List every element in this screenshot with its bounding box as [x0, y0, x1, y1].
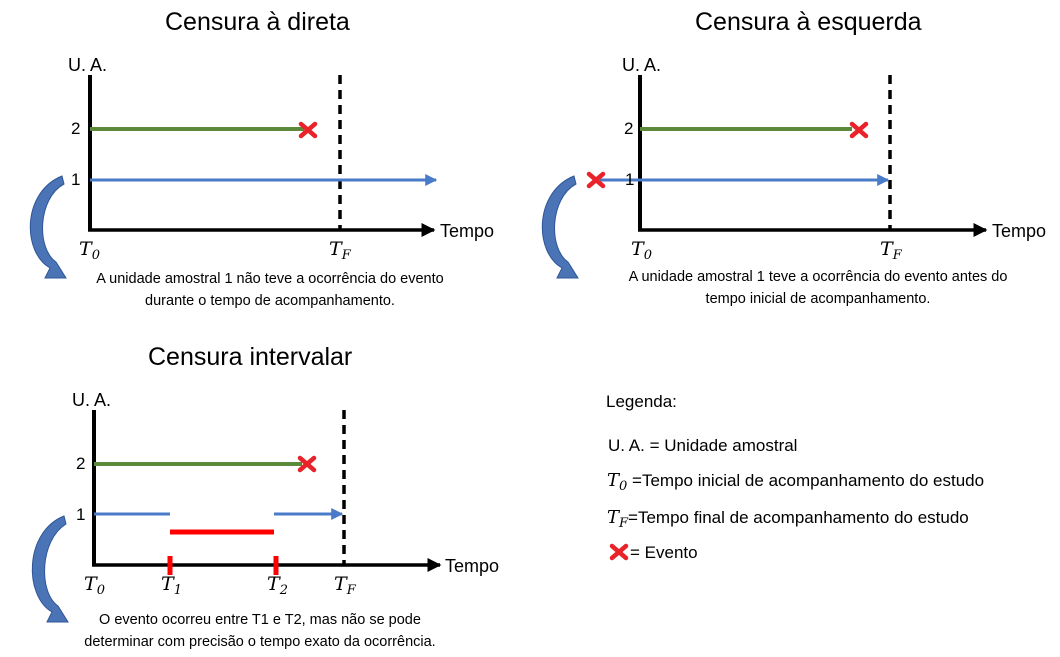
legend-t0: T0 =Tempo inicial de acompanhamento do e…	[607, 470, 984, 494]
t0-label: T0	[84, 573, 105, 598]
t0-label: T0	[631, 238, 652, 263]
panel-note-esquerda: A unidade amostral 1 teve a ocorrência d…	[596, 266, 1040, 310]
tf-label: TF	[329, 238, 351, 263]
panel-title-intervalar: Censura intervalar	[148, 343, 353, 371]
t2-label: T2	[267, 573, 288, 598]
y-axis-label: U. A.	[72, 390, 112, 410]
legend-event: = Evento	[630, 543, 698, 562]
t1-label: T1	[161, 573, 182, 598]
panel-intervalar-graphics	[31, 410, 442, 623]
panel-direita-graphics	[29, 75, 438, 279]
note-line-2: tempo inicial de acompanhamento.	[705, 291, 931, 307]
legend-tf: TF=Tempo final de acompanhamento do estu…	[607, 507, 969, 531]
legend-tf-text: =Tempo final de acompanhamento do estudo	[628, 508, 969, 527]
x-axis-label: Tempo	[992, 221, 1047, 241]
tf-label: TF	[334, 573, 356, 598]
y-tick-2: 2	[76, 454, 86, 473]
curved-pointer-arrow-icon	[31, 515, 69, 623]
curved-pointer-arrow-icon	[541, 175, 579, 279]
panel-title-esquerda: Censura à esquerda	[695, 8, 922, 36]
panel-note-direita: A unidade amostral 1 não teve a ocorrênc…	[68, 268, 472, 312]
event-marker-icon	[849, 121, 869, 139]
tf-label: TF	[880, 238, 902, 263]
y-tick-1: 1	[76, 505, 86, 524]
legend-tf-symbol: TF	[607, 507, 629, 531]
y-tick-2: 2	[624, 119, 634, 138]
y-axis-label: U. A.	[622, 55, 662, 75]
y-tick-1: 1	[71, 170, 81, 189]
legend-t0-symbol: T0	[607, 470, 628, 494]
curved-pointer-arrow-icon	[29, 175, 67, 279]
legend-event-marker-icon	[609, 543, 629, 561]
panel-title-direita: Censura à direta	[165, 8, 350, 36]
panel-note-intervalar: O evento ocorreu entre T1 e T2, mas não …	[52, 609, 468, 653]
x-axis-label: Tempo	[445, 556, 500, 576]
y-axis-label: U. A.	[68, 55, 108, 75]
legend-title: Legenda:	[606, 392, 677, 411]
note-line-2: durante o tempo de acompanhamento.	[145, 293, 395, 309]
t0-label: T0	[79, 238, 100, 263]
note-line-1: A unidade amostral 1 não teve a ocorrênc…	[96, 271, 444, 287]
note-line-1: A unidade amostral 1 teve a ocorrência d…	[628, 269, 1008, 285]
y-tick-2: 2	[71, 119, 81, 138]
note-line-1: O evento ocorreu entre T1 e T2, mas não …	[99, 612, 421, 628]
note-line-2: determinar com precisão o tempo exato da…	[84, 634, 436, 650]
panel-esquerda-graphics	[541, 75, 988, 279]
legend-ua: U. A. = Unidade amostral	[608, 436, 798, 455]
x-axis-label: Tempo	[440, 221, 495, 241]
event-marker-icon	[297, 455, 317, 473]
y-tick-1: 1	[625, 170, 635, 189]
event-marker-icon	[298, 121, 318, 139]
event-marker-before-icon	[586, 171, 606, 189]
legend-t0-text: =Tempo inicial de acompanhamento do estu…	[627, 471, 985, 490]
